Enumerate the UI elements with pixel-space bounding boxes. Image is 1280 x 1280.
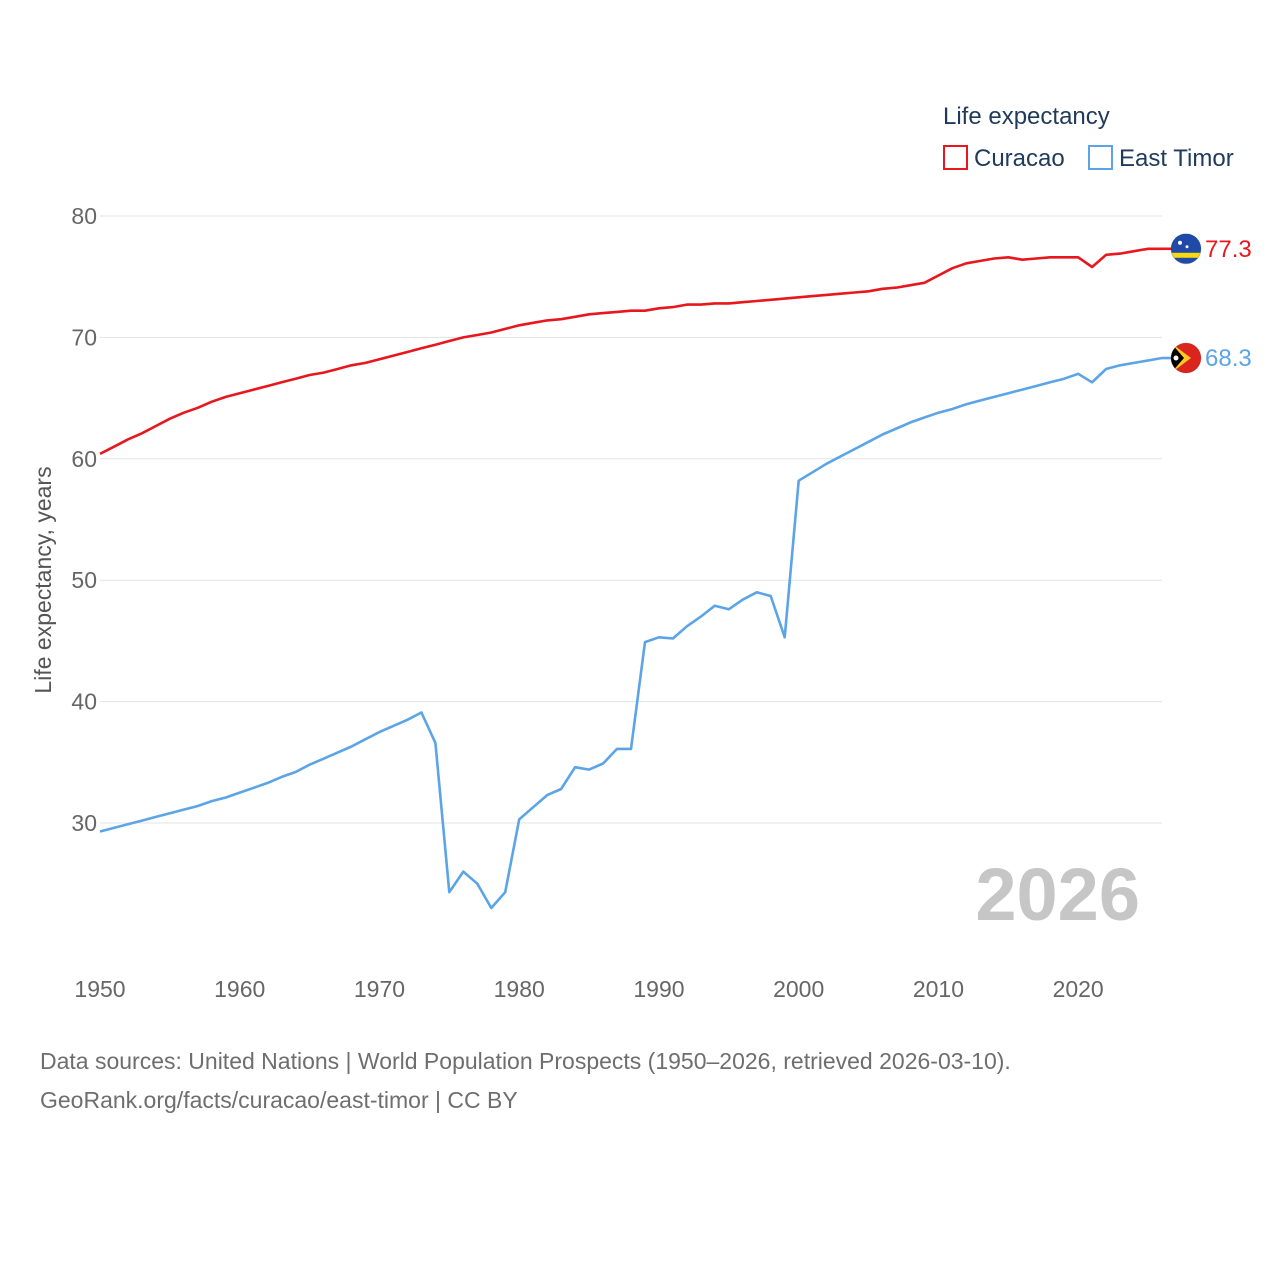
x-tick-label: 1980 xyxy=(494,976,545,1002)
legend: Life expectancy Curacao East Timor xyxy=(943,103,1234,172)
y-tick-label: 70 xyxy=(71,324,97,350)
x-tick-label: 2000 xyxy=(773,976,824,1002)
legend-label-curacao[interactable]: Curacao xyxy=(974,145,1065,172)
curacao-flag-icon xyxy=(1170,233,1202,265)
legend-label-east-timor[interactable]: East Timor xyxy=(1119,145,1234,172)
x-tick-label: 1970 xyxy=(354,976,405,1002)
series-line-east-timor[interactable] xyxy=(99,356,1163,910)
footer: Data sources: United Nations | World Pop… xyxy=(40,1042,1240,1120)
data-sources: Data sources: United Nations | World Pop… xyxy=(40,1048,1011,1074)
y-axis-title: Life expectancy, years xyxy=(30,466,56,693)
x-tick-label: 1950 xyxy=(74,976,125,1002)
x-tick-label: 1960 xyxy=(214,976,265,1002)
legend-swatch-east-timor[interactable] xyxy=(1088,145,1113,170)
y-tick-label: 50 xyxy=(71,567,97,593)
year-watermark: 2026 xyxy=(975,853,1140,936)
y-tick-label: 40 xyxy=(71,689,97,715)
line-chart: 30 40 50 60 70 80 1950 1960 1970 1980 1990 2000 201… xyxy=(30,103,1252,1002)
credit-link[interactable]: GeoRank.org/facts/curacao/east-timor | C… xyxy=(40,1087,518,1113)
end-value-label-east-timor: 68.3 xyxy=(1205,345,1252,372)
legend-swatch-curacao[interactable] xyxy=(943,145,968,170)
y-tick-label: 30 xyxy=(71,810,97,836)
x-tick-label: 2020 xyxy=(1053,976,1104,1002)
end-labels: 77.3 68.3 xyxy=(1162,233,1252,374)
y-axis-ticks: 30 40 50 60 70 80 xyxy=(71,203,97,836)
gridlines xyxy=(100,215,1162,824)
legend-title: Life expectancy xyxy=(943,103,1110,130)
x-axis-ticks: 1950 1960 1970 1980 1990 2000 2010 2020 xyxy=(74,976,1103,1002)
y-tick-label: 60 xyxy=(71,446,97,472)
y-tick-label: 80 xyxy=(71,203,97,229)
east-timor-flag-icon xyxy=(1170,342,1202,374)
x-tick-label: 2010 xyxy=(913,976,964,1002)
series-lines xyxy=(99,247,1163,910)
end-value-label-curacao: 77.3 xyxy=(1205,236,1252,263)
x-tick-label: 1990 xyxy=(633,976,684,1002)
series-line-curacao[interactable] xyxy=(99,247,1162,456)
